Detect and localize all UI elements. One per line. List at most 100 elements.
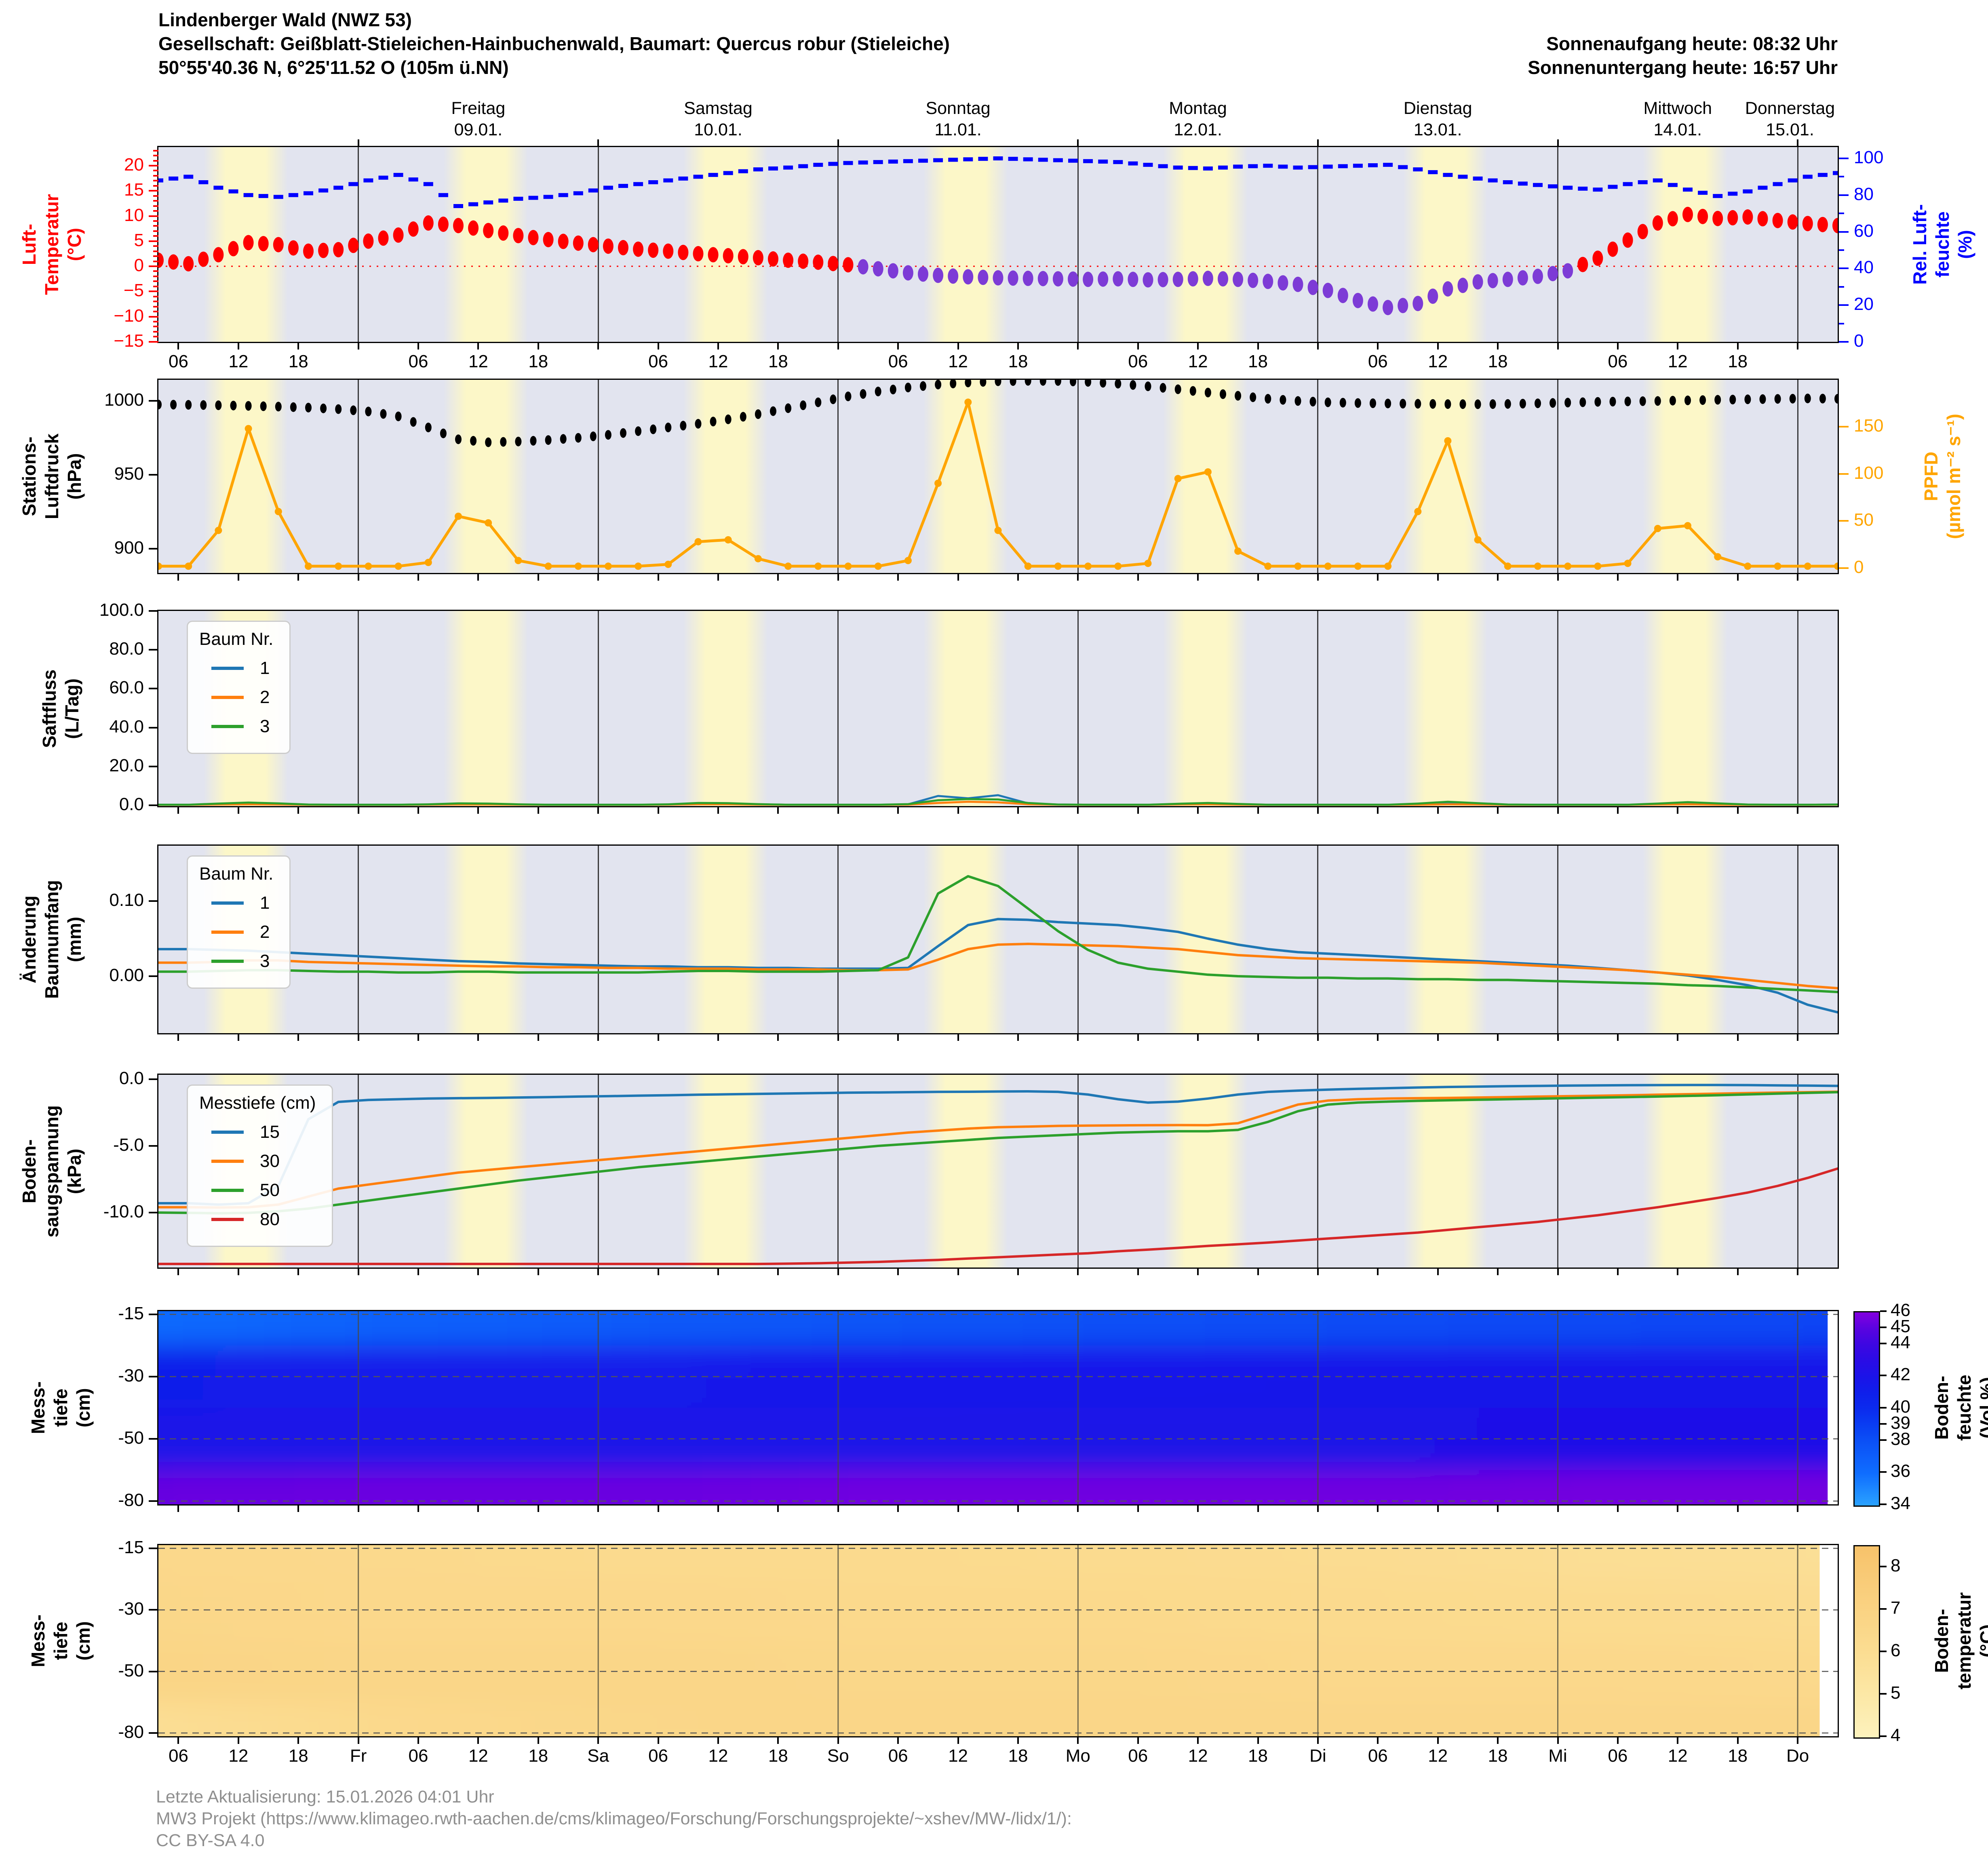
x-tick-mark [1017, 343, 1019, 350]
circle [1084, 562, 1092, 570]
x-tick-mark [1317, 1034, 1319, 1041]
ellipse [902, 265, 913, 281]
y-tick-mark [153, 275, 158, 277]
y-tick-label: -50 [118, 1660, 144, 1680]
rect [468, 202, 479, 206]
rect [498, 198, 508, 203]
x-tick-mark [537, 343, 539, 350]
x-tick-mark [1497, 1506, 1499, 1512]
x-tick-mark [1557, 574, 1559, 581]
ellipse [828, 256, 839, 272]
x-tick-mark [1737, 807, 1739, 814]
ellipse [1174, 384, 1181, 394]
ellipse [1398, 298, 1408, 314]
y-tick-label: -5.0 [113, 1135, 144, 1155]
x-tick-mark [1497, 574, 1499, 581]
rect [723, 171, 733, 175]
y-tick-mark [153, 155, 158, 157]
y-tick-mark [149, 726, 158, 729]
x-tick-mark [1137, 1034, 1139, 1041]
day-gridline [837, 611, 839, 806]
rect [948, 158, 958, 162]
y-tick-label: −5 [123, 280, 144, 301]
legend: Baum Nr. 1 2 3 [187, 621, 291, 754]
x-tick-mark [597, 343, 599, 350]
y-tick-mark [1880, 1423, 1887, 1425]
circle [1414, 508, 1422, 515]
path [158, 798, 1838, 806]
rect [1683, 187, 1693, 192]
day-label-date: 09.01. [454, 120, 503, 139]
ellipse [1202, 270, 1213, 286]
rect [753, 167, 763, 172]
x-tick-mark [897, 1506, 899, 1512]
ellipse [1787, 214, 1798, 230]
y-tick-mark [153, 301, 158, 303]
y-tick-mark [1839, 473, 1849, 475]
ellipse [678, 244, 689, 260]
x-tick-mark [837, 343, 839, 350]
x-tick-mark [1377, 1506, 1379, 1512]
y-tick-mark [153, 270, 158, 272]
circle [604, 562, 612, 570]
ylabel-measure-depth-temperature: Mess-tiefe (cm) [27, 1614, 94, 1667]
ellipse [1322, 282, 1333, 298]
x-tick-mark [177, 343, 179, 350]
ellipse [845, 392, 852, 401]
ellipse [1145, 381, 1151, 392]
ellipse [590, 431, 597, 441]
station-coordinates: 50°55'40.36 N, 6°25'11.52 O (105m ü.NN) [158, 57, 509, 78]
daylight-band [1643, 1075, 1727, 1268]
ellipse [1022, 270, 1033, 286]
y-tick-mark [149, 265, 158, 267]
x-tick-mark [957, 1034, 959, 1041]
day-gridline [1317, 846, 1319, 1033]
y-tick-mark [1839, 426, 1849, 428]
x-tick-mark [897, 574, 899, 581]
daylight-band [1403, 380, 1488, 573]
ellipse [1817, 217, 1828, 232]
ellipse [663, 243, 674, 259]
y-tick-mark [1839, 341, 1849, 343]
ellipse [1699, 395, 1706, 405]
ellipse [1128, 272, 1138, 287]
legend: Baum Nr. 1 2 3 [187, 855, 291, 989]
legend-line-swatch [211, 1131, 244, 1134]
rect [918, 158, 928, 163]
ellipse [333, 242, 344, 257]
x-tick-mark [1497, 807, 1499, 814]
ellipse [798, 253, 809, 269]
daylight-band [683, 1075, 768, 1268]
x-tick-mark [1077, 343, 1079, 350]
x-tick-mark [357, 1737, 359, 1744]
ellipse [423, 215, 434, 231]
x-tick-mark [297, 1269, 299, 1275]
y-tick-label: 7 [1891, 1598, 1901, 1618]
y-tick-mark [153, 195, 158, 197]
x-tick-mark [1317, 343, 1319, 350]
ellipse [738, 249, 748, 265]
ellipse [1054, 380, 1061, 386]
panel-p6 [157, 1310, 1839, 1506]
circle [455, 512, 462, 520]
rect [1263, 164, 1273, 168]
rect [633, 182, 643, 186]
rect [1398, 165, 1408, 169]
day-label-name: Mittwoch [1643, 99, 1712, 118]
day-label-name: Freitag [451, 99, 506, 118]
x-tick-mark [1677, 1737, 1679, 1744]
ellipse [1742, 209, 1753, 225]
y-tick-mark [149, 1145, 158, 1147]
x-tick-mark [717, 1737, 719, 1744]
y-tick-label: 0 [134, 255, 144, 275]
ellipse [1037, 271, 1048, 286]
rect [528, 196, 538, 200]
x-tick-label: 06 [1368, 352, 1388, 371]
daylight-band [443, 147, 528, 342]
ellipse [543, 232, 554, 247]
x-tick-mark [657, 1034, 659, 1041]
path [158, 400, 1838, 568]
circle [1114, 562, 1122, 570]
y-tick-label: 5 [134, 230, 144, 250]
rect [318, 188, 329, 193]
